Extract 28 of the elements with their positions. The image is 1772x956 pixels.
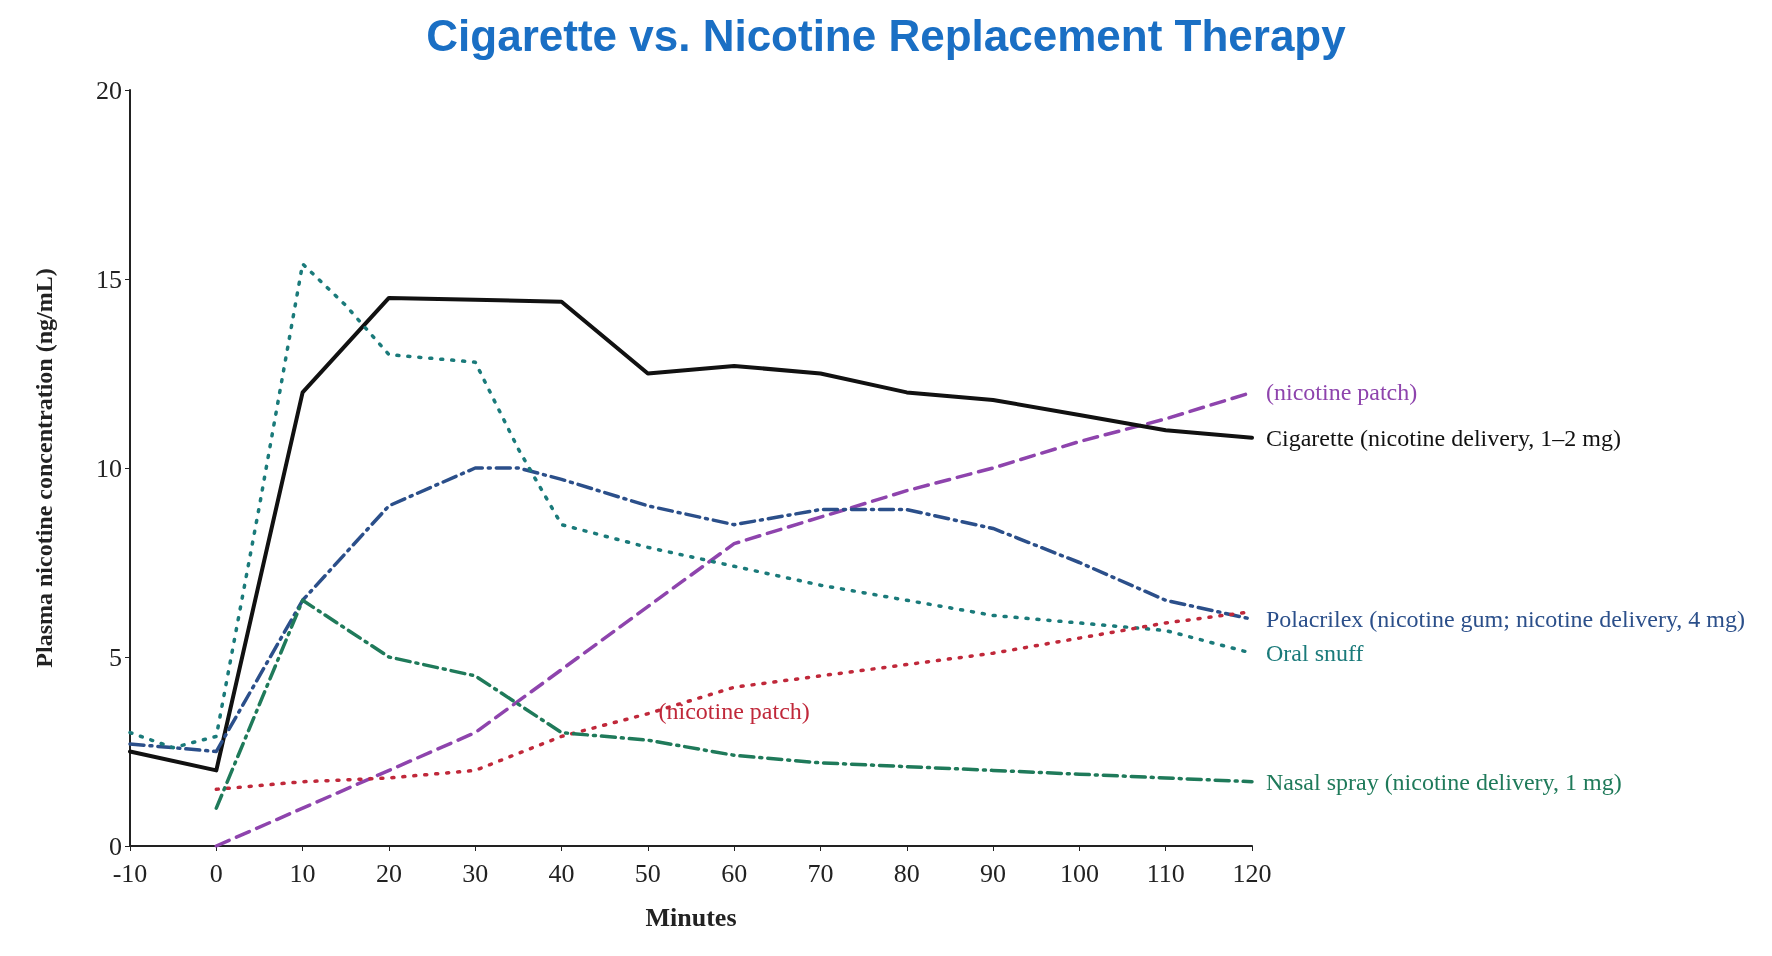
x-tick-label: 80 [893,858,920,888]
x-tick-label: 60 [721,858,748,888]
x-tick-label: 40 [548,858,575,888]
chart-title: Cigarette vs. Nicotine Replacement Therapy [426,10,1347,60]
series-label: (nicotine patch) [658,698,810,725]
x-tick-label: 0 [209,858,223,888]
x-tick-label: 50 [634,858,661,888]
x-tick-label: 20 [375,858,402,888]
y-tick-label: 5 [109,642,122,672]
x-tick-label: 120 [1232,858,1272,888]
x-tick-label: 110 [1146,858,1185,888]
x-tick-label: 10 [289,858,316,888]
series-label: (nicotine patch) [1266,379,1418,406]
x-tick-label: 90 [980,858,1007,888]
x-axis-title: Minutes [645,902,737,932]
y-tick-label: 10 [96,453,122,483]
series-label: Polacrilex (nicotine gum; nicotine delivery, 4 mg) [1266,606,1745,633]
y-tick-label: 20 [96,75,122,105]
series-label: Nasal spray (nicotine delivery, 1 mg) [1266,768,1622,795]
series-label: Cigarette (nicotine delivery, 1–2 mg) [1266,424,1621,451]
x-tick-label: -10 [112,858,148,888]
y-tick-label: 15 [96,264,122,294]
x-tick-label: 70 [807,858,834,888]
series-label: Oral snuff [1266,640,1364,667]
y-tick-label: 0 [109,831,122,861]
x-tick-label: 30 [462,858,489,888]
x-tick-label: 100 [1059,858,1099,888]
y-axis-title: Plasma nicotine concentration (ng/mL) [31,268,57,668]
